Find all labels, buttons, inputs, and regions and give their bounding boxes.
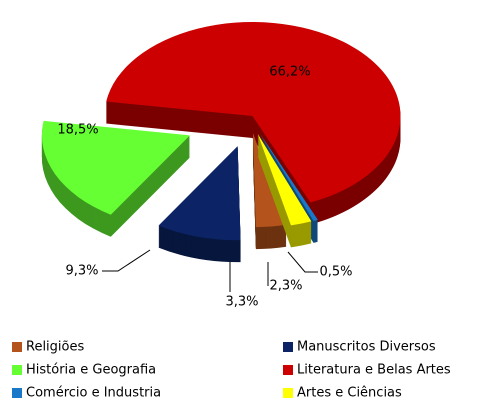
legend-label: Comércio e Industria xyxy=(26,386,161,401)
data-label: 2,3% xyxy=(269,279,302,294)
legend-label: Artes e Ciências xyxy=(297,386,402,401)
slice-top xyxy=(158,146,241,241)
legend-swatch xyxy=(283,388,293,398)
legend-label: Literatura e Belas Artes xyxy=(297,363,451,378)
slice xyxy=(106,21,401,225)
slice-top xyxy=(257,133,312,226)
legend-swatch xyxy=(283,342,293,352)
slice xyxy=(257,133,312,248)
legend-label: Manuscritos Diversos xyxy=(297,340,436,355)
data-label: 66,2% xyxy=(269,65,310,80)
legend-label: História e Geografia xyxy=(26,363,156,378)
slice xyxy=(41,120,190,237)
data-label: 9,3% xyxy=(65,264,98,279)
legend-swatch xyxy=(12,388,22,398)
slice-top xyxy=(106,21,401,203)
data-label: 18,5% xyxy=(57,123,98,138)
slice-top xyxy=(259,133,318,221)
legend-swatch xyxy=(283,365,293,375)
data-label: 3,3% xyxy=(225,295,258,310)
leader-line xyxy=(287,251,318,273)
data-label: 0,5% xyxy=(319,265,352,280)
legend-label: Religiões xyxy=(26,340,84,355)
slice xyxy=(158,146,241,263)
leader-line xyxy=(102,249,151,272)
slice-top xyxy=(41,120,190,215)
legend-swatch xyxy=(12,365,22,375)
legend-swatch xyxy=(12,342,22,352)
